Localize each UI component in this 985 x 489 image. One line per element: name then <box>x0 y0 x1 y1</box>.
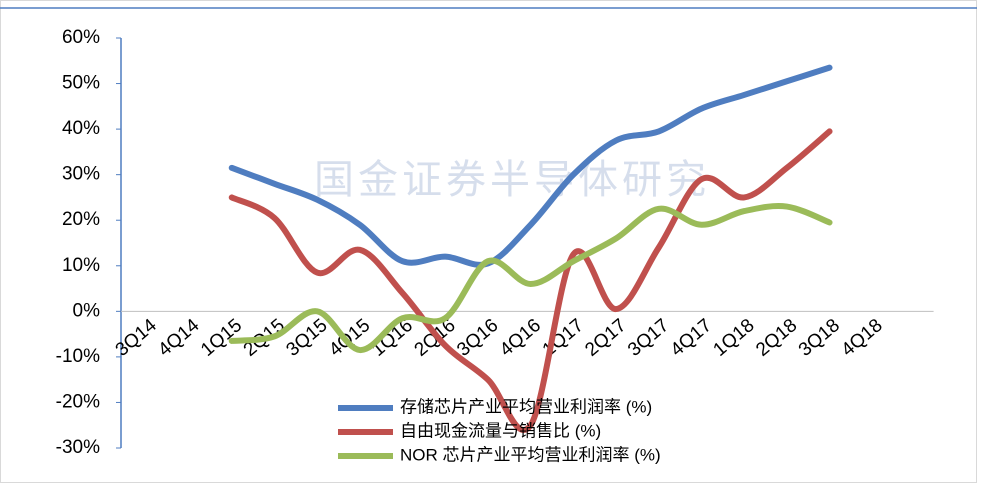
x-tick-label: 3Q16 <box>453 315 502 361</box>
x-tick-label: 2Q17 <box>581 315 630 361</box>
x-tick-label: 2Q18 <box>752 315 801 361</box>
watermark: 国金证券半导体研究 <box>314 157 710 203</box>
x-tick-label: 4Q16 <box>496 315 545 361</box>
y-tick-label: -10% <box>56 346 100 367</box>
y-tick-label: 10% <box>62 255 100 276</box>
y-tick-label: 60% <box>62 27 100 48</box>
y-tick-label: 20% <box>62 209 100 230</box>
y-tick-label: 0% <box>73 300 101 321</box>
series-line <box>228 128 833 433</box>
x-tick-label: 1Q17 <box>539 315 588 361</box>
series-line <box>228 203 833 354</box>
x-tick-label: 3Q17 <box>624 315 673 361</box>
x-tick-label: 4Q14 <box>154 315 203 361</box>
x-tick-label: 4Q18 <box>838 315 887 361</box>
y-tick-label: 40% <box>62 118 100 139</box>
y-tick-label: -20% <box>56 391 100 412</box>
x-tick-label: 3Q18 <box>795 315 844 361</box>
legend-label: 自由现金流量与销售比 (%) <box>400 421 601 440</box>
x-tick-label: 4Q17 <box>667 315 716 361</box>
y-tick-label: 30% <box>62 164 100 185</box>
y-tick-label: -30% <box>56 437 100 458</box>
legend-label: NOR 芯片产业平均营业利润率 (%) <box>400 445 661 464</box>
legend-label: 存储芯片产业平均营业利润率 (%) <box>400 397 652 416</box>
frame <box>0 0 977 483</box>
x-tick-label: 3Q15 <box>282 315 331 361</box>
y-tick-label: 50% <box>62 73 100 94</box>
x-tick-label: 3Q14 <box>112 315 161 361</box>
x-tick-label: 1Q18 <box>709 315 758 361</box>
series-line <box>228 64 833 268</box>
